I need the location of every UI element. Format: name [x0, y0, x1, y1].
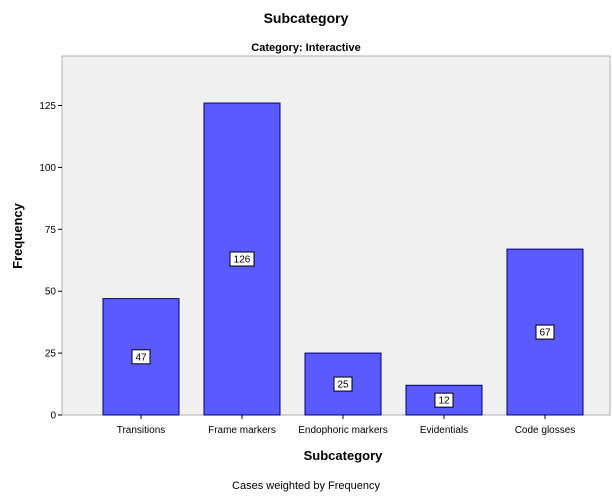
y-axis: 0 25 50 75 100 125 [39, 101, 62, 422]
bar-value-label: 25 [337, 380, 349, 391]
y-tick-label: 125 [39, 101, 56, 112]
chart-footnote: Cases weighted by Frequency [232, 480, 380, 492]
y-axis-title: Frequency [10, 202, 25, 269]
x-axis-title: Subcategory [304, 448, 384, 463]
bar-value-label: 47 [135, 352, 147, 363]
x-tick-label: Code glosses [515, 425, 576, 436]
bar-label-box [434, 392, 454, 408]
chart-title: Subcategory [264, 10, 349, 26]
y-tick-label: 100 [39, 163, 56, 174]
x-tick-label: Endophoric markers [298, 425, 387, 436]
x-axis: Transitions Frame markers Endophoric marke… [117, 415, 576, 436]
x-tick-label: Transitions [117, 425, 166, 436]
y-tick-label: 0 [50, 411, 56, 422]
bar-label-box [131, 349, 151, 365]
bar-label-box [535, 324, 555, 340]
bar-label-box [229, 251, 255, 267]
bar-value-label: 126 [234, 255, 251, 266]
bar-value-label: 67 [539, 328, 551, 339]
x-tick-label: Frame markers [208, 425, 276, 436]
y-tick-label: 50 [45, 287, 57, 298]
y-tick-label: 25 [45, 349, 57, 360]
x-tick-label: Evidentials [420, 425, 468, 436]
bar-label-box [333, 376, 353, 392]
y-tick-label: 75 [45, 225, 57, 236]
bar-value-label: 12 [438, 396, 450, 407]
chart-subtitle: Category: Interactive [251, 42, 360, 54]
bars-layer: 47 126 25 12 67 [102, 102, 584, 416]
